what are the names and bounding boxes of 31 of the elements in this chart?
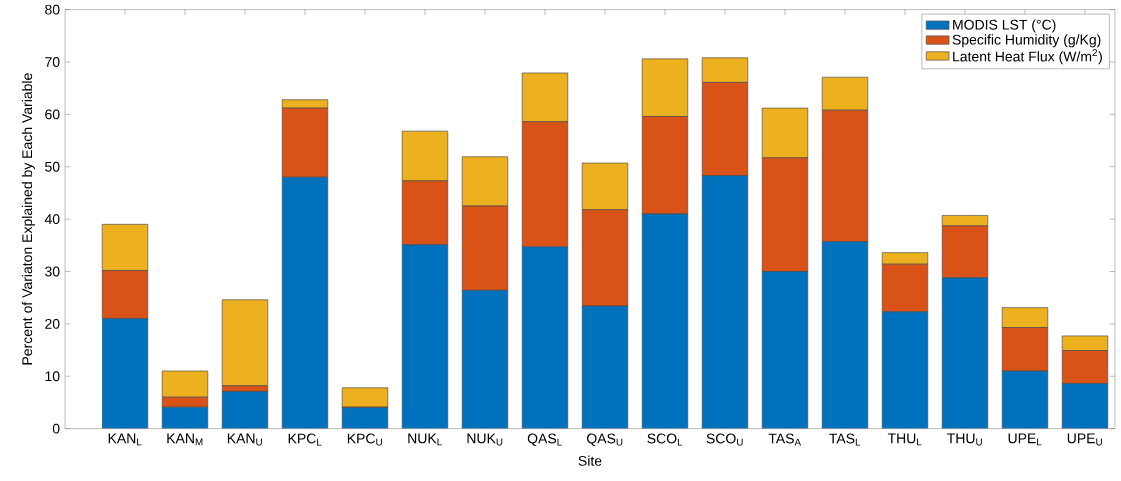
legend-label: Latent Heat Flux (W/m$^{2}$) (953, 49, 1102, 65)
x-tick-label: KAN$_{U}$ (227, 433, 262, 446)
x-tick-label: UPE$_{L}$ (1008, 433, 1042, 446)
x-tick-label: KAN$_{L}$ (108, 433, 142, 446)
y-tick-label: 80 (45, 4, 60, 15)
y-axis-title: Percent of Variaton Explained by Each Variable (21, 73, 35, 365)
x-tick-label: SCO$_{L}$ (647, 433, 683, 446)
legend-label: Specific Humidity (g/Kg) (952, 34, 1101, 48)
legend-label: MODIS LST (°C) (953, 19, 1056, 33)
y-tick-label: 40 (44, 214, 60, 225)
y-tick-label: 70 (45, 57, 60, 68)
x-tick-label: QAS$_{L}$ (527, 433, 562, 447)
x-tick-label: TAS$_{A}$ (768, 433, 802, 446)
x-tick-label: THU$_{L}$ (887, 433, 922, 446)
x-tick-label: QAS$_{U}$ (587, 433, 623, 447)
y-tick-label: 20 (45, 319, 60, 330)
y-tick-label: 60 (45, 109, 60, 120)
x-tick-label: KPC$_{L}$ (288, 433, 322, 446)
x-tick-label: TAS$_{L}$ (829, 433, 861, 446)
x-tick-label: NUK$_{L}$ (408, 433, 442, 446)
x-tick-label: THU$_{U}$ (947, 433, 982, 446)
x-axis-title: Site (578, 455, 602, 467)
x-tick-label: KAN$_{M}$ (167, 433, 203, 446)
x-tick-label: KPC$_{U}$ (347, 433, 382, 446)
y-tick-label: 0 (52, 423, 60, 434)
y-tick-label: 50 (45, 161, 60, 172)
x-tick-label: SCO$_{U}$ (706, 433, 743, 446)
y-tick-label: 30 (45, 266, 60, 277)
x-tick-label: NUK$_{U}$ (467, 433, 503, 446)
x-tick-label: UPE$_{U}$ (1067, 433, 1102, 446)
y-tick-label: 10 (45, 371, 60, 382)
